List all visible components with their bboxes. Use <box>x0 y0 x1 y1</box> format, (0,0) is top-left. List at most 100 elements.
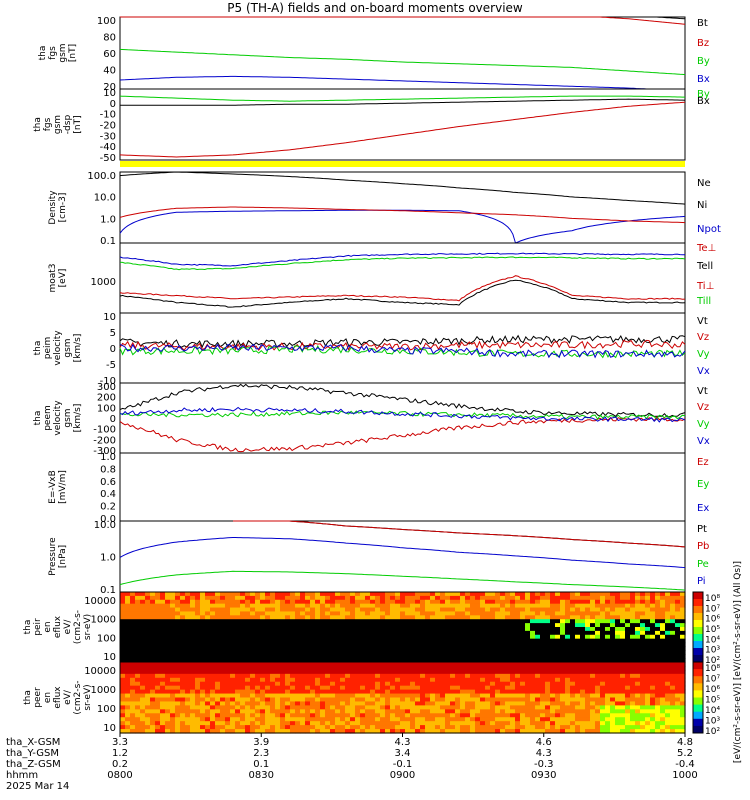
spectrogram-cell <box>395 677 401 683</box>
spectrogram-cell <box>185 603 191 609</box>
spectrogram-cell <box>475 623 481 628</box>
legend-Bx: Bx <box>697 74 710 85</box>
spectrogram-cell <box>125 662 131 667</box>
spectrogram-cell <box>660 658 666 663</box>
spectrogram-cell <box>545 592 551 597</box>
spectrogram-cell <box>130 701 136 706</box>
spectrogram-cell <box>640 693 646 699</box>
spectrogram-cell <box>380 677 386 683</box>
y-tick-label: 10.0 <box>94 193 116 204</box>
y-tick-label: -10 <box>100 110 116 121</box>
spectrogram-cell <box>530 592 536 597</box>
spectrogram-cell <box>600 630 606 636</box>
spectrogram-cell <box>670 599 676 605</box>
spectrogram-cell <box>265 615 271 620</box>
spectrogram-cell <box>135 717 141 722</box>
spectrogram-cell <box>515 721 521 726</box>
spectrogram-cell <box>435 701 441 706</box>
spectrogram-cell <box>145 713 151 718</box>
spectrogram-cell <box>435 713 441 718</box>
spectrogram-cell <box>580 709 586 714</box>
spectrogram-cell <box>510 630 516 636</box>
spectrogram-cell <box>645 607 651 613</box>
spectrogram-cell <box>445 619 451 624</box>
y-axis-label: Density <box>48 190 58 225</box>
spectrogram-cell <box>615 721 621 726</box>
spectrogram-cell <box>330 607 336 613</box>
y-tick-label: 1.0 <box>100 214 116 225</box>
spectrogram-cell <box>380 721 386 726</box>
spectrogram-cell <box>350 592 356 597</box>
spectrogram-cell <box>420 603 426 609</box>
spectrogram-cell <box>480 662 486 667</box>
spectrogram-cell <box>335 607 341 613</box>
spectrogram-cell <box>575 725 581 730</box>
spectrogram-cell <box>575 709 581 714</box>
spectrogram-cell <box>135 673 141 679</box>
spectrogram-cell <box>425 638 431 644</box>
spectrogram-cell <box>380 638 386 644</box>
spectrogram-cell <box>135 658 141 663</box>
spectrogram-cell <box>470 729 476 734</box>
spectrogram-cell <box>625 627 631 632</box>
spectrogram-cell <box>140 603 146 609</box>
spectrogram-cell <box>620 658 626 663</box>
spectrogram-cell <box>470 595 476 601</box>
spectrogram-cell <box>510 713 516 718</box>
spectrogram-cell <box>285 634 291 640</box>
spectrogram-cell <box>555 693 561 699</box>
spectrogram-cell <box>445 705 451 710</box>
spectrogram-cell <box>655 717 661 722</box>
spectrogram-cell <box>515 603 521 609</box>
spectrogram-cell <box>365 705 371 710</box>
spectrogram-cell <box>370 673 376 679</box>
spectrogram-cell <box>680 717 686 722</box>
spectrogram-cell <box>675 669 681 675</box>
spectrogram-cell <box>315 729 321 734</box>
spectrogram-cell <box>240 654 246 659</box>
spectrogram-cell <box>610 646 616 651</box>
spectrogram-cell <box>145 665 151 671</box>
spectrogram-cell <box>625 729 631 734</box>
spectrogram-cell <box>145 697 151 703</box>
spectrogram-cell <box>340 627 346 632</box>
spectrogram-cell <box>145 701 151 706</box>
spectrogram-cell <box>515 717 521 722</box>
spectrogram-cell <box>315 685 321 691</box>
spectrogram-cell <box>580 627 586 632</box>
spectrogram-cell <box>315 713 321 718</box>
spectrogram-cell <box>510 627 516 632</box>
spectrogram-cell <box>330 611 336 616</box>
spectrogram-cell <box>220 623 226 628</box>
spectrogram-cell <box>215 611 221 616</box>
spectrogram-cell <box>215 615 221 620</box>
spectrogram-cell <box>205 665 211 671</box>
spectrogram-cell <box>195 658 201 663</box>
spectrogram-cell <box>130 595 136 601</box>
spectrogram-cell <box>320 697 326 703</box>
spectrogram-cell <box>570 721 576 726</box>
spectrogram-cell <box>620 599 626 605</box>
spectrogram-cell <box>650 665 656 671</box>
spectrogram-cell <box>310 627 316 632</box>
spectrogram-cell <box>275 693 281 699</box>
spectrogram-cell <box>530 721 536 726</box>
spectrogram-cell <box>195 646 201 651</box>
y-tick-label: 0 <box>110 99 116 110</box>
spectrogram-cell <box>440 689 446 695</box>
spectrogram-cell <box>365 623 371 628</box>
spectrogram-cell <box>320 713 326 718</box>
spectrogram-cell <box>250 650 256 655</box>
spectrogram-cell <box>400 705 406 710</box>
spectrogram-cell <box>270 658 276 663</box>
spectrogram-cell <box>445 630 451 636</box>
spectrogram-cell <box>195 592 201 597</box>
spectrogram-cell <box>180 669 186 675</box>
spectrogram-cell <box>535 697 541 703</box>
spectrogram-cell <box>350 693 356 699</box>
spectrogram-cell <box>370 677 376 683</box>
spectrogram-cell <box>150 725 156 730</box>
spectrogram-cell <box>520 673 526 679</box>
spectrogram-cell <box>645 709 651 714</box>
spectrogram-cell <box>495 677 501 683</box>
